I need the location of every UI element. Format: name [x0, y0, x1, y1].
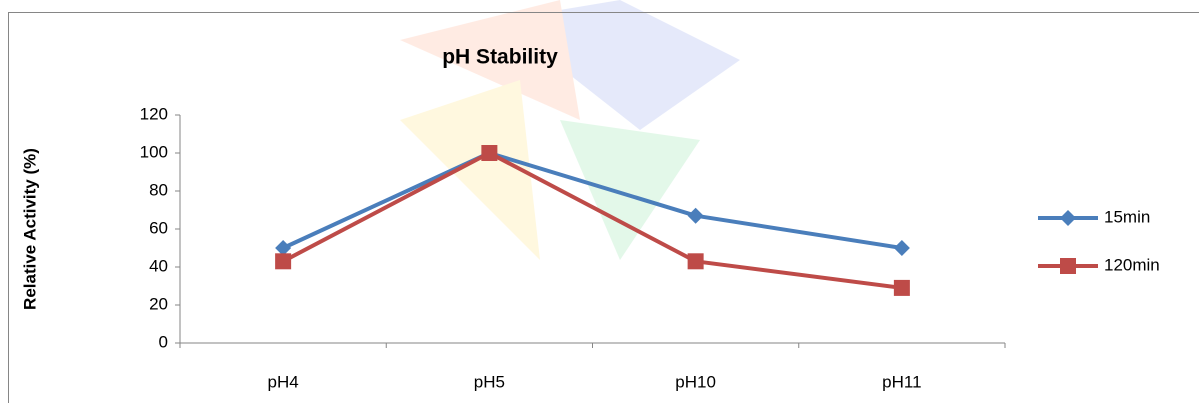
y-tick-label: 60	[149, 218, 168, 237]
x-tick-label: pH4	[268, 372, 299, 391]
data-point	[688, 208, 704, 224]
y-axis-label: Relative Activity (%)	[20, 148, 39, 310]
y-tick-label: 40	[149, 256, 168, 275]
data-point	[688, 253, 704, 269]
legend-label: 15min	[1104, 207, 1150, 226]
legend-label: 120min	[1104, 255, 1160, 274]
y-tick-label: 100	[140, 142, 168, 161]
y-tick-label: 120	[140, 104, 168, 123]
data-point	[894, 280, 910, 296]
data-point	[481, 145, 497, 161]
legend-marker	[1060, 258, 1076, 274]
y-tick-label: 20	[149, 294, 168, 313]
y-tick-label: 0	[159, 332, 168, 351]
chart: pH Stability Relative Activity (%) 0 20 40…	[0, 0, 1199, 403]
y-tick-label: 80	[149, 180, 168, 199]
x-tick-label: pH11	[882, 372, 921, 391]
x-tick-label: pH10	[675, 372, 716, 391]
data-point	[894, 240, 910, 256]
legend-marker	[1060, 210, 1076, 226]
chart-title: pH Stability	[442, 46, 558, 69]
watermark	[400, 0, 740, 260]
data-point	[275, 253, 291, 269]
x-tick-label: pH5	[474, 372, 505, 391]
